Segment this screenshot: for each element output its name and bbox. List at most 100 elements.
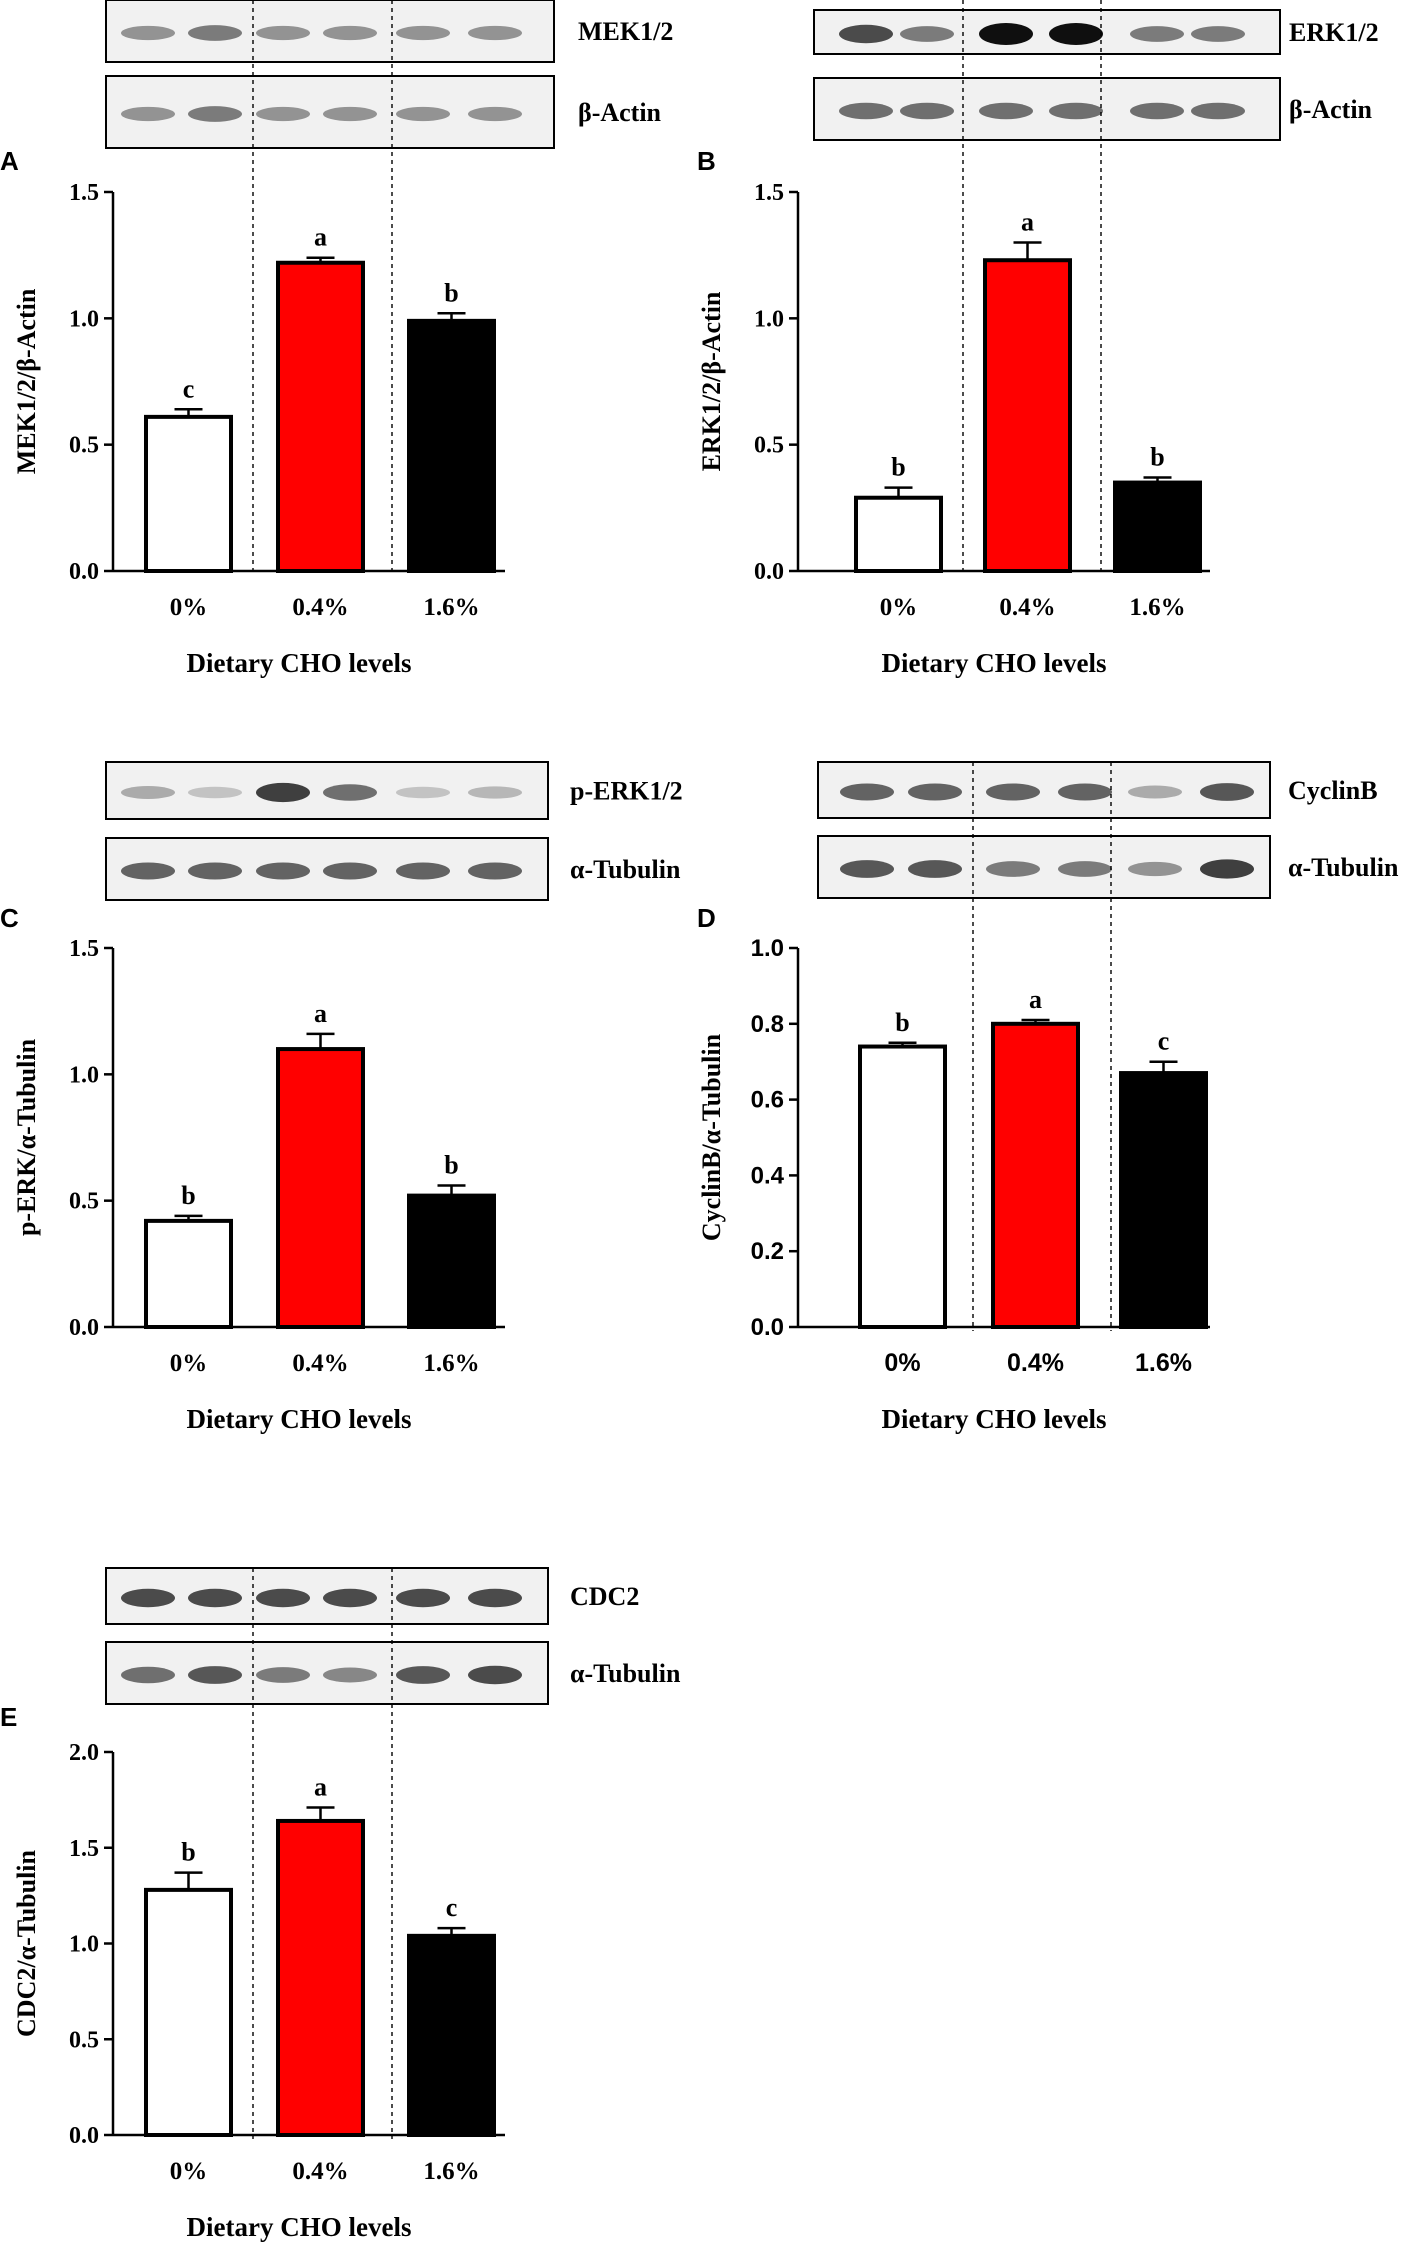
significance-letter: c <box>183 374 195 403</box>
y-tick-label: 0.2 <box>751 1238 784 1265</box>
y-tick-label: 0.4 <box>751 1162 785 1189</box>
significance-letter: b <box>444 278 458 307</box>
blot-band <box>1049 102 1103 120</box>
blot-group: p-ERK1/2 α-Tubulin <box>105 761 683 901</box>
significance-letter: b <box>895 1008 909 1037</box>
y-tick-label: 0.0 <box>69 2123 99 2149</box>
blot-frame <box>817 761 1271 819</box>
blot-band <box>121 106 175 122</box>
blot-band <box>908 783 962 801</box>
blot-band <box>986 783 1040 801</box>
x-tick-label: 0% <box>880 594 918 621</box>
y-tick-label: 0.5 <box>754 433 784 459</box>
blot-band <box>256 862 310 880</box>
blot-band <box>188 25 242 41</box>
y-tick-label: 1.0 <box>754 306 784 332</box>
blot-group: CDC2 α-Tubulin <box>105 1567 681 1705</box>
x-tick-label: 0.4% <box>292 2158 348 2185</box>
y-tick-label: 1.0 <box>69 306 99 332</box>
bar <box>276 1047 365 1329</box>
significance-letter: b <box>1150 443 1164 472</box>
chart-panel-b: ERK1/2 β-Actin B 0.0 0.5 1.0 1.5 b 0% a 0.4% b 1.6% D… <box>697 0 1379 678</box>
blot-band <box>979 23 1033 45</box>
blot-band <box>323 25 377 41</box>
blot-band <box>468 25 522 41</box>
blot-band <box>468 1588 522 1608</box>
bar <box>858 1044 947 1330</box>
blot-band <box>1130 102 1184 120</box>
blot-band <box>979 102 1033 120</box>
y-axis-label: MEK1/2/β-Actin <box>12 288 41 474</box>
x-tick-label: 0.4% <box>292 594 348 621</box>
blot-band <box>839 102 893 120</box>
panel-letter: A <box>0 146 19 176</box>
significance-letter: a <box>1021 208 1034 237</box>
blot-band <box>121 1588 175 1608</box>
bar <box>276 1818 365 2137</box>
x-axis-label: Dietary CHO levels <box>187 2212 412 2242</box>
blot-label: β-Actin <box>578 98 662 127</box>
significance-letter: c <box>446 1893 458 1922</box>
significance-letter: a <box>1029 985 1042 1014</box>
blot-band <box>986 861 1040 877</box>
bar <box>983 258 1072 573</box>
blot-band <box>256 782 310 803</box>
significance-letter: a <box>314 999 327 1028</box>
y-tick-label: 1.5 <box>69 1836 99 1862</box>
bar <box>144 1887 233 2137</box>
bar <box>144 414 233 573</box>
blot-label: ERK1/2 <box>1289 18 1379 47</box>
blot-band <box>396 1666 450 1684</box>
bar <box>407 1193 496 1329</box>
bar <box>407 318 496 573</box>
blot-band <box>839 24 893 44</box>
x-axis-label: Dietary CHO levels <box>187 648 412 678</box>
blot-band <box>900 102 954 120</box>
blot-band <box>1191 26 1245 42</box>
blot-band <box>256 106 310 122</box>
blot-band <box>256 25 310 41</box>
chart-panel-a: MEK1/2 β-Actin A 0.0 0.5 1.0 1.5 c 0% a 0.4% b 1.6% D… <box>0 0 673 678</box>
y-tick-label: 1.0 <box>69 1932 99 1958</box>
y-tick-label: 0.6 <box>751 1087 784 1114</box>
blot-label: p-ERK1/2 <box>570 777 683 806</box>
blot-band <box>1130 26 1184 42</box>
blot-band <box>396 106 450 122</box>
blot-label: α-Tubulin <box>570 855 681 884</box>
significance-letter: b <box>891 453 905 482</box>
blot-band <box>256 1588 310 1608</box>
blot-band <box>396 1588 450 1608</box>
y-tick-label: 1.5 <box>754 180 784 206</box>
blot-band <box>188 106 242 122</box>
panel-letter: E <box>0 1702 17 1732</box>
x-tick-label: 0.4% <box>292 1350 348 1377</box>
bar <box>1113 480 1202 574</box>
x-tick-label: 0.4% <box>1007 1349 1064 1377</box>
blot-label: CDC2 <box>570 1582 639 1611</box>
y-axis-label: ERK1/2/β-Actin <box>697 291 726 471</box>
x-tick-label: 1.6% <box>1135 1349 1192 1377</box>
significance-letter: a <box>314 223 327 252</box>
y-tick-label: 1.5 <box>69 180 99 206</box>
y-tick-label: 0.0 <box>69 1315 99 1341</box>
y-tick-label: 2.0 <box>69 1740 99 1766</box>
blot-band <box>1128 785 1182 799</box>
x-tick-label: 0% <box>170 594 208 621</box>
x-tick-label: 1.6% <box>423 1350 479 1377</box>
blot-band <box>188 1588 242 1608</box>
blot-band <box>908 860 962 878</box>
blot-band <box>396 25 450 41</box>
blot-band <box>396 862 450 880</box>
blot-band <box>323 1588 377 1608</box>
blot-band <box>396 786 450 799</box>
blot-band <box>121 25 175 41</box>
blot-band <box>121 862 175 880</box>
panel-letter: D <box>697 903 716 933</box>
blot-band <box>188 862 242 880</box>
blot-band <box>1058 861 1112 877</box>
blot-label: α-Tubulin <box>570 1659 681 1688</box>
blot-label: α-Tubulin <box>1288 853 1399 882</box>
significance-letter: a <box>314 1773 327 1802</box>
blot-band <box>840 860 894 878</box>
